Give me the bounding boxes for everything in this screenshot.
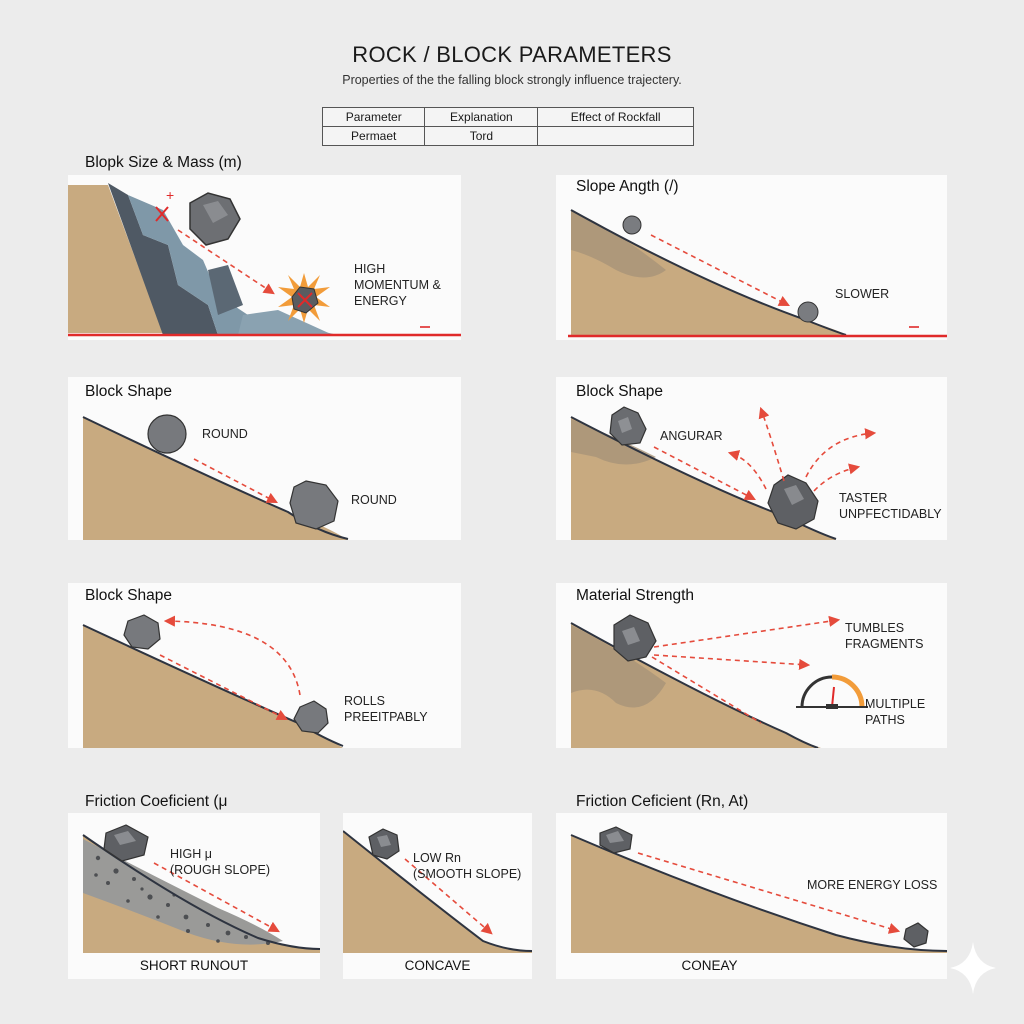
friction-high-text: HIGH μ (ROUGH SLOPE) bbox=[170, 846, 270, 878]
shape-angular-label: Block Shape bbox=[576, 383, 664, 400]
shape-round-label: Block Shape bbox=[85, 383, 173, 400]
friction-right-caption: CONEAY bbox=[681, 958, 738, 973]
material-diagram bbox=[570, 614, 868, 748]
sparkle-icon bbox=[950, 942, 996, 994]
text-line: PREEITPABLY bbox=[344, 710, 428, 724]
text-line: HIGH bbox=[354, 262, 386, 276]
text-line: (SMOOTH SLOPE) bbox=[413, 867, 522, 881]
friction-right-label: Friction Ceficient (Rn, At) bbox=[576, 793, 749, 810]
friction-low-diagram bbox=[343, 828, 532, 953]
size-mass-text: HIGH MOMENTUM & ENERGY bbox=[354, 261, 441, 309]
shape-rolls-panel: Block Shape ROLLS PREEITPABLY bbox=[68, 583, 461, 748]
table-cell: Permaet bbox=[321, 126, 426, 146]
text-line: UNPFECTIDABLY bbox=[839, 507, 942, 521]
friction-high-label: Friction Coeficient (μ bbox=[85, 793, 228, 810]
text-line: HIGH μ bbox=[170, 847, 212, 861]
friction-right-panel: MORE ENERGY LOSS CONEAY bbox=[556, 813, 947, 979]
text-line: MOMENTUM & bbox=[354, 278, 441, 292]
size-mass-diagram bbox=[68, 183, 461, 337]
table-cell: Tord bbox=[424, 126, 539, 146]
shape-round-diagram bbox=[82, 414, 349, 540]
friction-low-caption: CONCAVE bbox=[404, 958, 471, 973]
table-header-cell: Explanation bbox=[424, 107, 539, 127]
friction-right-diagram bbox=[570, 826, 947, 953]
slope-angle-text: SLOWER bbox=[835, 287, 890, 301]
material-top-text: TUMBLES FRAGMENTS bbox=[845, 620, 923, 652]
text-line: FRAGMENTS bbox=[845, 637, 924, 651]
shape-round-panel: Block Shape ROUND ROUND bbox=[68, 377, 461, 540]
shape-angular-diagram bbox=[570, 406, 877, 540]
size-mass-label: Blopk Size & Mass (m) bbox=[85, 154, 242, 171]
text-line: PATHS bbox=[865, 713, 905, 727]
friction-low-text: LOW Rn (SMOOTH SLOPE) bbox=[413, 850, 521, 882]
shape-angular-panel: Block Shape ANGURAR TASTER UNPFECTIDABLY bbox=[556, 377, 947, 540]
table-header-row: Parameter Explanation Effect of Rockfall bbox=[321, 107, 694, 127]
round-top-text: ROUND bbox=[202, 427, 248, 441]
text-line: TASTER bbox=[839, 491, 888, 505]
angular-result-text: TASTER UNPFECTIDABLY bbox=[839, 490, 942, 522]
angular-text: ANGURAR bbox=[660, 429, 723, 443]
material-bottom-text: MULTIPLE PATHS bbox=[865, 696, 925, 728]
page-subtitle: Properties of the the falling block stro… bbox=[342, 73, 682, 87]
slope-angle-panel: Slope Angth (/) SLOWER bbox=[556, 175, 947, 340]
material-label: Material Strength bbox=[576, 587, 695, 604]
friction-high-panel: HIGH μ (ROUGH SLOPE) SHORT RUNOUT bbox=[68, 813, 320, 979]
table-cell bbox=[537, 126, 694, 146]
text-line: ENERGY bbox=[354, 294, 407, 308]
table-row: Permaet Tord bbox=[321, 126, 694, 146]
table-header-cell: Parameter bbox=[321, 107, 426, 127]
rolls-text: ROLLS PREEITPABLY bbox=[344, 693, 428, 725]
slope-angle-label: Slope Angth (/) bbox=[576, 178, 679, 195]
slope-angle-diagram bbox=[568, 209, 947, 338]
friction-right-text: MORE ENERGY LOSS bbox=[807, 878, 938, 892]
text-line: (ROUGH SLOPE) bbox=[170, 863, 271, 877]
material-panel: Material Strength TUMBLES FRAGMENTS MULT… bbox=[556, 583, 947, 748]
round-bottom-text: ROUND bbox=[351, 493, 397, 507]
text-line: ROLLS bbox=[344, 694, 385, 708]
text-line: TUMBLES bbox=[845, 621, 905, 635]
text-line: LOW Rn bbox=[413, 851, 461, 865]
page-title: ROCK / BLOCK PARAMETERS bbox=[352, 42, 672, 67]
plus-sign: + bbox=[166, 187, 175, 203]
shape-rolls-diagram bbox=[82, 614, 344, 748]
text-line: MULTIPLE bbox=[865, 697, 926, 711]
friction-high-caption: SHORT RUNOUT bbox=[139, 958, 249, 973]
parameter-table: Parameter Explanation Effect of Rockfall… bbox=[321, 107, 694, 146]
size-mass-panel: + HIGH MOMENTUM & ENERGY bbox=[68, 175, 461, 340]
shape-rolls-label: Block Shape bbox=[85, 587, 173, 604]
friction-high-diagram bbox=[82, 824, 320, 953]
friction-low-panel: LOW Rn (SMOOTH SLOPE) CONCAVE bbox=[343, 813, 532, 979]
table-header-cell: Effect of Rockfall bbox=[537, 107, 694, 127]
